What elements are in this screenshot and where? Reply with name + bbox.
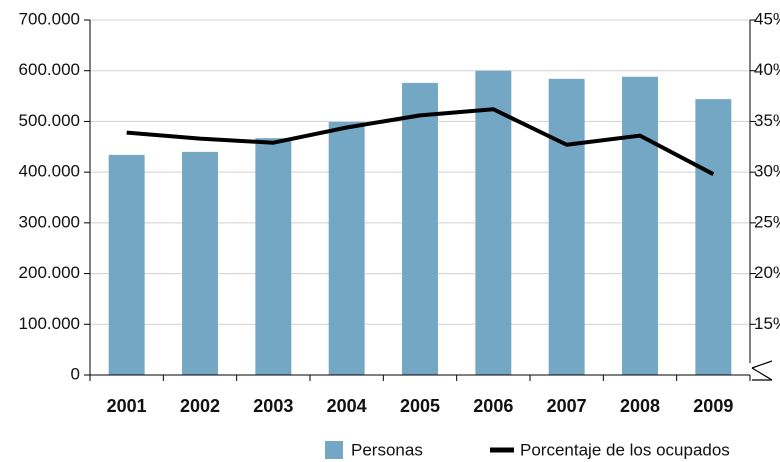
x-tick-label: 2004	[327, 396, 367, 416]
x-tick-label: 2001	[107, 396, 147, 416]
bar	[695, 99, 732, 375]
bar	[548, 78, 585, 375]
legend-label: Porcentaje de los ocupados	[520, 440, 730, 459]
bar	[328, 121, 365, 375]
axis-break	[751, 360, 773, 381]
legend-label: Personas	[351, 440, 423, 459]
line-series	[126, 107, 715, 176]
y-tick-label: 600.000	[19, 60, 80, 79]
bar	[622, 76, 658, 376]
y-tick-label: 400.000	[19, 162, 80, 181]
x-tick-label: 2003	[253, 396, 293, 416]
x-tick-label: 2006	[473, 396, 513, 416]
bar	[182, 151, 218, 375]
x-tick-label: 2008	[620, 396, 660, 416]
x-tick-label: 2005	[400, 396, 440, 416]
bar	[402, 82, 438, 375]
y2-tick-label: 45%	[754, 9, 780, 28]
y2-tick-label: 35%	[754, 111, 780, 130]
y-tick-label: 200.000	[19, 263, 80, 282]
bar	[475, 70, 512, 375]
x-tick-label: 2002	[180, 396, 220, 416]
y-tick-label: 300.000	[19, 212, 80, 231]
x-tick-label: 2009	[693, 396, 733, 416]
x-tick-label: 2007	[547, 396, 587, 416]
y2-tick-label: 20%	[754, 263, 780, 282]
y-tick-label: 700.000	[19, 9, 80, 28]
legend-swatch	[325, 441, 343, 459]
y2-tick-label: 25%	[754, 212, 780, 231]
y-tick-label: 500.000	[19, 111, 80, 130]
y2-tick-label: 30%	[754, 162, 780, 181]
y-tick-label: 0	[71, 364, 80, 383]
bar	[108, 154, 145, 375]
y2-tick-label: 40%	[754, 60, 780, 79]
y2-tick-label: 15%	[754, 314, 780, 333]
y-tick-label: 100.000	[19, 314, 80, 333]
bar	[255, 138, 292, 375]
